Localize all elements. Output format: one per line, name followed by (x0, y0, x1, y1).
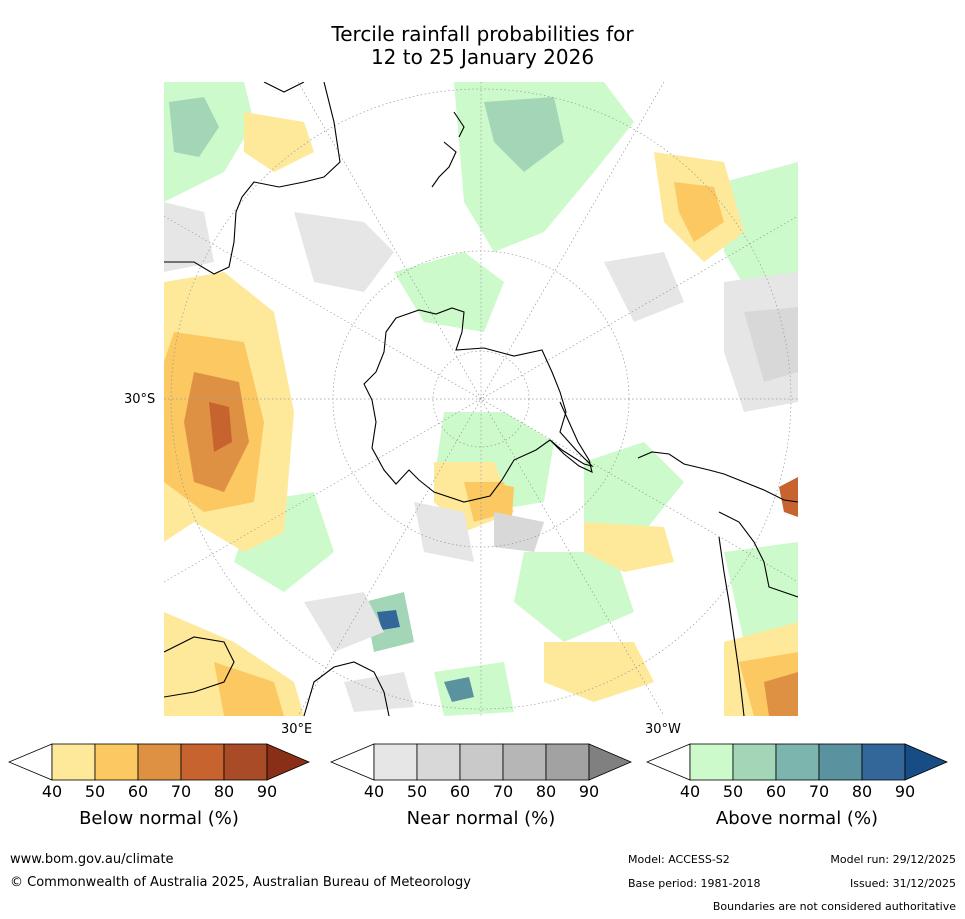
above-colorbar-segment (861, 743, 906, 781)
near-colorbar-segment (502, 743, 547, 781)
below-colorbar-segment (137, 743, 182, 781)
below-colorbar-segment (223, 743, 268, 781)
above-colorbar-segment (818, 743, 863, 781)
near-normal-title: Near normal (%) (406, 808, 556, 829)
madagascar-coastline (164, 636, 235, 698)
below-normal-tick: 40 (41, 782, 63, 801)
above-normal-regions (164, 82, 798, 716)
latitude-label-30s: 30°S (124, 392, 156, 407)
near-normal-tick: 70 (492, 782, 514, 801)
below-colorbar-high-extension (266, 743, 310, 781)
above-normal-tick: 90 (894, 782, 916, 801)
base-period: Base period: 1981-2018 (628, 877, 761, 890)
near-normal-colorbar (330, 743, 632, 781)
below-normal-tick: 50 (84, 782, 106, 801)
below-colorbar-segment (51, 743, 96, 781)
near-colorbar-low-extension (330, 743, 375, 781)
below-colorbar-segment (94, 743, 139, 781)
above-normal-tick: 50 (722, 782, 744, 801)
above-normal-tick: 60 (765, 782, 787, 801)
map-title-line-1: Tercile rainfall probabilities for (331, 22, 634, 46)
model-name: Model: ACCESS-S2 (628, 853, 730, 866)
near-normal-tick: 90 (578, 782, 600, 801)
boundaries-disclaimer: Boundaries are not considered authoritat… (712, 900, 956, 913)
above-colorbar-low-extension (646, 743, 691, 781)
below-colorbar-low-extension (8, 743, 53, 781)
below-normal-tick: 60 (127, 782, 149, 801)
above-normal-title: Above normal (%) (715, 808, 879, 829)
above-colorbar-segment (732, 743, 777, 781)
below-normal-tick: 90 (256, 782, 278, 801)
antarctic-peninsula-coastline (549, 401, 593, 473)
model-run-date: Model run: 29/12/2025 (830, 853, 956, 866)
above-normal-tick: 40 (679, 782, 701, 801)
longitude-label-30w: 30°W (645, 722, 681, 737)
near-colorbar-high-extension (588, 743, 632, 781)
australia-coastline (164, 82, 341, 275)
near-normal-tick: 60 (449, 782, 471, 801)
below-normal-colorbar (8, 743, 310, 781)
above-colorbar-high-extension (904, 743, 948, 781)
above-colorbar-segment (775, 743, 820, 781)
below-normal-title: Below normal (%) (79, 808, 239, 829)
above-normal-tick: 80 (851, 782, 873, 801)
near-colorbar-segment (545, 743, 590, 781)
near-colorbar-segment (459, 743, 504, 781)
near-colorbar-segment (373, 743, 418, 781)
near-colorbar-segment (416, 743, 461, 781)
south-america-coastline (637, 451, 798, 716)
above-normal-tick: 70 (808, 782, 830, 801)
issued-date: Issued: 31/12/2025 (849, 877, 956, 890)
copyright-notice: © Commonwealth of Australia 2025, Austra… (10, 875, 471, 890)
graticule (164, 82, 798, 716)
new-zealand-coastline (431, 111, 465, 188)
near-normal-tick: 40 (363, 782, 385, 801)
near-normal-tick: 50 (406, 782, 428, 801)
below-normal-tick: 80 (213, 782, 235, 801)
longitude-label-30e: 30°E (281, 722, 313, 737)
below-colorbar-segment (180, 743, 225, 781)
map-title-line-2: 12 to 25 January 2026 (370, 45, 595, 69)
coastlines (164, 82, 798, 716)
bom-website-link[interactable]: www.bom.gov.au/climate (10, 852, 174, 867)
above-colorbar-segment (689, 743, 734, 781)
above-normal-colorbar (646, 743, 948, 781)
africa-coastline (303, 661, 390, 716)
near-normal-tick: 80 (535, 782, 557, 801)
below-normal-regions (164, 112, 798, 716)
near-normal-regions (164, 202, 798, 712)
below-normal-tick: 70 (170, 782, 192, 801)
rainfall-probability-map (164, 82, 798, 716)
